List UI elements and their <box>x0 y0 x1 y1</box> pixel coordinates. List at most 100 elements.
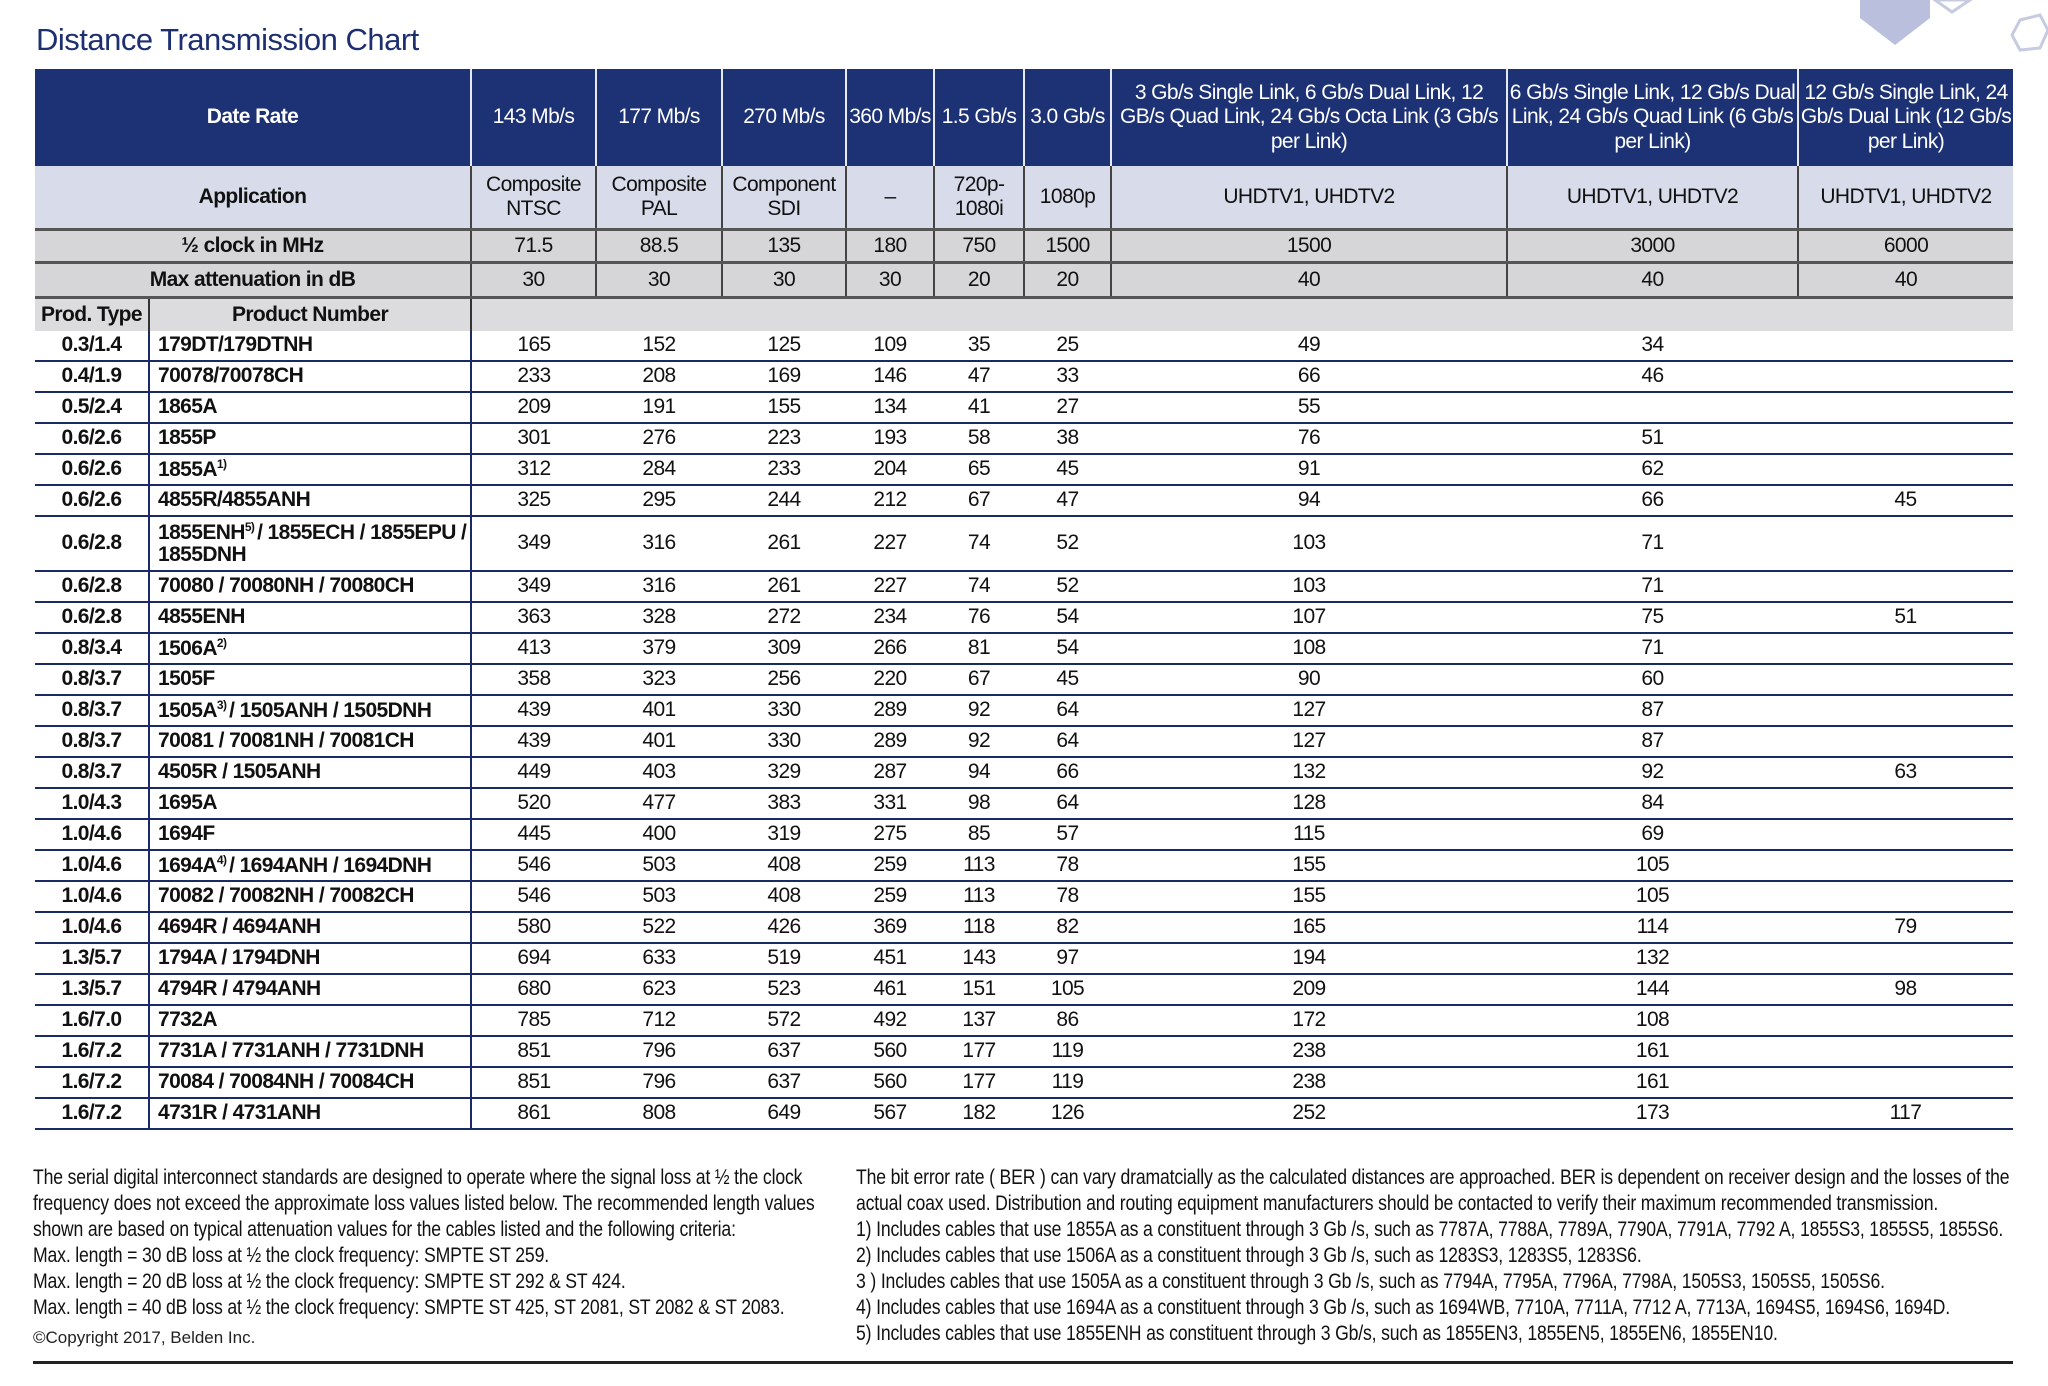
half-clock-cell: 750 <box>933 229 1024 264</box>
prod-type: 0.6/2.6 <box>35 485 150 517</box>
table-row: 0.8/3.7 4505R / 1505ANH 449 403 329 287 94 66 13… <box>35 757 2013 789</box>
distance-value: 358 <box>471 664 596 696</box>
distance-value: 165 <box>471 331 596 362</box>
product-name: 4505R / 1505ANH <box>158 760 321 784</box>
prod-type: 1.6/7.2 <box>35 1036 150 1068</box>
distance-value: 107 <box>1111 602 1507 634</box>
distance-value: 103 <box>1111 516 1507 572</box>
distance-value: 328 <box>596 602 722 634</box>
distance-value: 349 <box>471 516 596 572</box>
prod-type: 0.6/2.8 <box>35 516 150 572</box>
distance-value: 84 <box>1507 788 1798 820</box>
distance-value <box>1798 850 2013 882</box>
distance-value: 127 <box>1111 695 1507 727</box>
distance-value: 155 <box>1111 850 1507 882</box>
distance-value: 127 <box>1111 726 1507 758</box>
product-number: 1855P <box>149 423 472 455</box>
distance-value: 25 <box>1024 331 1111 362</box>
distance-value: 71 <box>1507 571 1798 603</box>
application-label: Application <box>35 166 471 231</box>
distance-value: 209 <box>471 392 596 424</box>
distance-value: 426 <box>722 912 846 944</box>
empty-header <box>471 297 2013 331</box>
distance-value: 63 <box>1798 757 2013 789</box>
product-name: 70078/70078CH <box>158 364 304 388</box>
product-number: 1695A <box>149 788 472 820</box>
prod-type: 0.8/3.7 <box>35 726 150 758</box>
footnote-ref: 5) <box>244 519 258 534</box>
distance-value: 137 <box>934 1005 1024 1037</box>
distance-value: 54 <box>1024 602 1111 634</box>
table-row: 0.8/3.7 70081 / 70081NH / 70081CH 439 401 33… <box>35 726 2013 758</box>
product-number: 4794R / 4794ANH <box>149 974 472 1006</box>
distance-value: 546 <box>471 850 596 882</box>
distance-value: 118 <box>934 912 1024 944</box>
distance-value: 546 <box>471 881 596 913</box>
max-attenuation-cell: 20 <box>1023 262 1111 299</box>
distance-value: 152 <box>596 331 722 362</box>
distance-value: 266 <box>846 633 934 665</box>
distance-value: 323 <box>596 664 722 696</box>
distance-value: 383 <box>722 788 846 820</box>
product-number: 70082 / 70082NH / 70082CH <box>149 881 472 913</box>
distance-value: 98 <box>1798 974 2013 1006</box>
distance-value: 204 <box>846 454 934 486</box>
application-cell: 1080p <box>1023 166 1111 231</box>
product-name: 70082 / 70082NH / 70082CH <box>158 884 414 908</box>
product-number: 1694F <box>149 819 472 851</box>
distance-value: 330 <box>722 695 846 727</box>
prod-type: 1.0/4.6 <box>35 850 150 882</box>
page-title: Distance Transmission Chart <box>36 22 419 57</box>
distance-value <box>1798 819 2013 851</box>
distance-value: 275 <box>846 819 934 851</box>
distance-value: 87 <box>1507 726 1798 758</box>
distance-value: 519 <box>722 943 846 975</box>
distance-table: Date Rate 143 Mb/s 177 Mb/s 270 Mb/s 360 Mb/… <box>35 69 2013 1130</box>
product-name: 1855P <box>158 426 216 450</box>
application-cell: Composite PAL <box>595 166 722 231</box>
distance-value: 33 <box>1024 361 1111 393</box>
table-row: 1.6/7.2 70084 / 70084NH / 70084CH 851 796 63… <box>35 1067 2013 1099</box>
table-row: 1.0/4.6 1694A4) / 1694ANH / 1694DNH 546 503… <box>35 850 2013 882</box>
product-number: 70081 / 70081NH / 70081CH <box>149 726 472 758</box>
distance-value: 492 <box>846 1005 934 1037</box>
distance-value: 331 <box>846 788 934 820</box>
application-cell: – <box>845 166 934 231</box>
distance-value: 161 <box>1507 1036 1798 1068</box>
distance-value: 97 <box>1024 943 1111 975</box>
table-row: 0.8/3.4 1506A2) 413 379 309 266 81 54 108 71 <box>35 633 2013 665</box>
distance-value: 103 <box>1111 571 1507 603</box>
distance-value: 71 <box>1507 516 1798 572</box>
half-clock-row: ½ clock in MHz 71.5 88.5 135 180 750 1500 1500 3… <box>35 229 2013 264</box>
distance-value: 67 <box>934 664 1024 696</box>
distance-value: 349 <box>471 571 596 603</box>
distance-value: 580 <box>471 912 596 944</box>
max-attenuation-cell: 40 <box>1797 262 2013 299</box>
distance-value: 851 <box>471 1036 596 1068</box>
distance-value: 408 <box>722 850 846 882</box>
distance-value: 126 <box>1024 1098 1111 1130</box>
distance-value: 78 <box>1024 850 1111 882</box>
product-number: 7732A <box>149 1005 472 1037</box>
application-cell: Composite NTSC <box>470 166 596 231</box>
distance-value: 98 <box>934 788 1024 820</box>
distance-value: 64 <box>1024 695 1111 727</box>
distance-value: 52 <box>1024 571 1111 603</box>
distance-value: 115 <box>1111 819 1507 851</box>
distance-value: 87 <box>1507 695 1798 727</box>
distance-value: 41 <box>934 392 1024 424</box>
half-clock-cell: 180 <box>845 229 934 264</box>
product-number: 4694R / 4694ANH <box>149 912 472 944</box>
distance-value: 51 <box>1507 423 1798 455</box>
product-name: 1855A <box>158 457 217 481</box>
footnote-line: 2) Includes cables that use 1506A as a c… <box>856 1244 1642 1267</box>
prod-type: 1.3/5.7 <box>35 943 150 975</box>
footnote-ref: 4) <box>216 852 230 867</box>
distance-value: 796 <box>596 1067 722 1099</box>
distance-value: 261 <box>722 571 846 603</box>
criteria-line: Max. length = 30 dB loss at ½ the clock … <box>33 1244 549 1267</box>
product-number-header: Product Number <box>149 297 472 331</box>
product-number: 179DT/179DTNH <box>149 331 472 362</box>
table-row: 0.6/2.8 1855ENH5) / 1855ECH / 1855EPU / 1… <box>35 516 2013 572</box>
distance-value: 57 <box>1024 819 1111 851</box>
